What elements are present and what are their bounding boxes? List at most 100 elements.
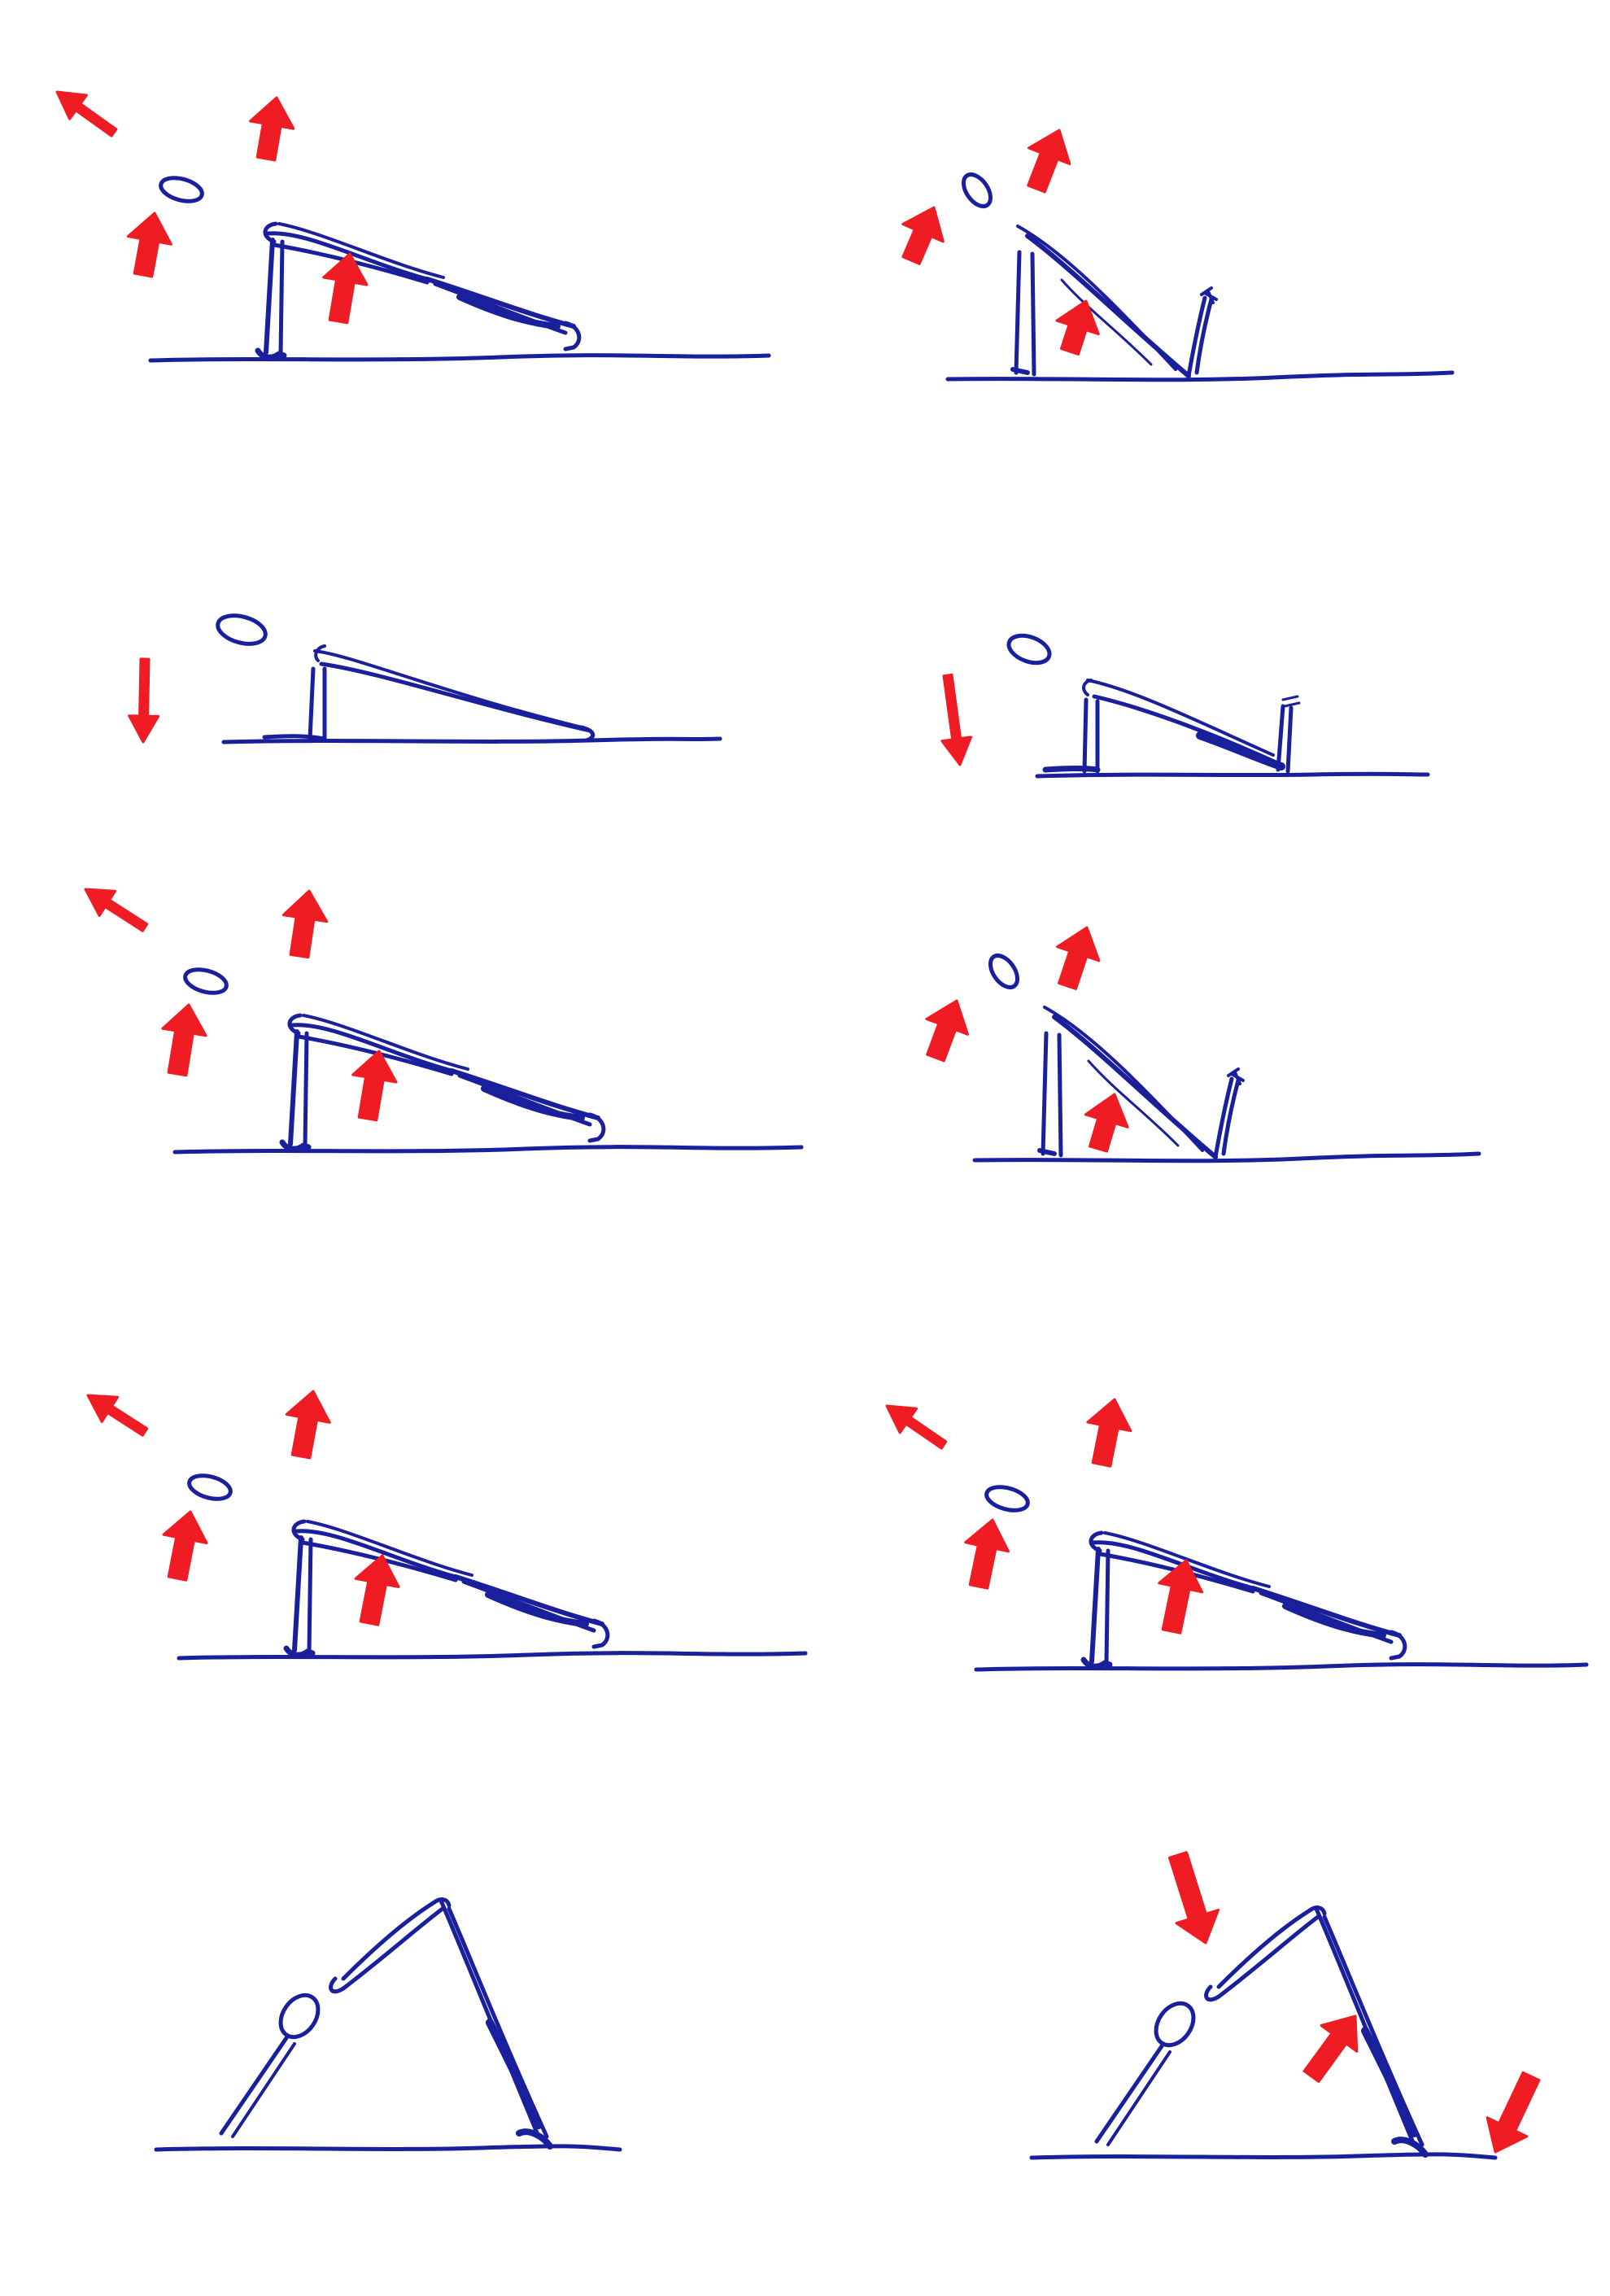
shoulder-stroke xyxy=(1089,1530,1104,1553)
body-stroke xyxy=(302,1014,469,1071)
head-outline xyxy=(187,1473,233,1501)
ground-line xyxy=(148,353,771,363)
foot-stroke xyxy=(1389,1630,1407,1661)
ground-line xyxy=(945,370,1455,382)
row1-left-arrow-up xyxy=(126,212,172,278)
row2-left-arrow-down xyxy=(128,657,160,744)
head-outline xyxy=(278,1993,321,2040)
body-stroke xyxy=(1025,234,1191,378)
shoulder-stroke xyxy=(291,1519,307,1542)
hip-stroke xyxy=(1307,1905,1327,1916)
hand-stroke xyxy=(279,1139,312,1152)
back-stroke xyxy=(341,1900,437,1981)
row4-right-figure xyxy=(974,1485,1589,1672)
arm-stroke xyxy=(1106,2050,1172,2146)
arm-stroke xyxy=(264,238,275,355)
forearm-stroke xyxy=(262,734,327,741)
row5-right-figure xyxy=(1029,1905,1498,2160)
row2-right-figure xyxy=(1006,633,1430,779)
leg-stroke xyxy=(453,1574,604,1626)
hand-stroke xyxy=(1037,1148,1057,1156)
row4-right-arrow-up-left xyxy=(885,1404,948,1450)
figure-layer xyxy=(148,172,1589,2160)
shoulder-stroke xyxy=(263,221,278,244)
forearm-stroke xyxy=(1042,766,1101,773)
head-outline xyxy=(1154,2001,1196,2048)
back-stroke xyxy=(1216,1914,1320,1999)
body-stroke xyxy=(1052,1015,1218,1159)
leg-stroke xyxy=(1186,295,1207,378)
head-outline xyxy=(1006,633,1052,666)
arm-stroke xyxy=(231,2042,296,2138)
leg-stroke xyxy=(425,277,576,329)
shoulder-stroke xyxy=(329,1976,346,1994)
leg-stroke xyxy=(1221,1078,1241,1156)
arm-stroke xyxy=(307,1537,313,1654)
leg-stroke xyxy=(449,1068,600,1120)
back-stroke xyxy=(341,1906,445,1991)
arm-stroke xyxy=(1030,251,1036,377)
body-stroke xyxy=(1103,1531,1271,1588)
foot-stroke xyxy=(1200,286,1218,304)
arm-stroke xyxy=(292,1535,303,1652)
foot-stroke xyxy=(1391,2137,1429,2158)
foot-stroke xyxy=(587,1112,606,1143)
shoulder-stroke xyxy=(287,1013,303,1036)
body-stroke xyxy=(306,1520,473,1577)
row3-right-arrow-body-up xyxy=(1084,1093,1129,1153)
body-stroke xyxy=(296,1034,454,1076)
arm-stroke xyxy=(303,1031,309,1148)
thigh-stroke xyxy=(1196,731,1285,770)
arm-stroke xyxy=(1089,1547,1101,1664)
row5-right-arrow-down-heels xyxy=(1486,2071,1541,2154)
hand-stroke xyxy=(1080,1657,1113,1670)
body-stroke xyxy=(265,231,430,282)
foot-stroke xyxy=(1281,695,1301,708)
arrow-layer xyxy=(55,90,1541,2154)
ground-line xyxy=(221,736,722,744)
row2-left-figure xyxy=(216,613,722,744)
row1-right-arrow-head-up xyxy=(1027,129,1071,194)
row3-left-arrow-up-left xyxy=(84,888,149,932)
row1-left-arrow-head-up xyxy=(249,96,295,162)
shoulder-stroke xyxy=(1204,1984,1221,2002)
leg-stroke xyxy=(481,1085,585,1121)
arm-stroke xyxy=(219,2033,290,2136)
ground-line xyxy=(972,1151,1481,1163)
head-outline xyxy=(984,1485,1030,1512)
head-outline xyxy=(159,176,204,203)
body-stroke xyxy=(290,1023,454,1073)
body-stroke xyxy=(294,1529,458,1579)
leg-stroke xyxy=(485,1591,589,1627)
row3-left-figure xyxy=(172,967,804,1155)
row4-left-arrow-up-left xyxy=(86,1394,149,1437)
ground-line xyxy=(172,1145,804,1155)
foot-stroke xyxy=(591,1618,610,1649)
hand-stroke xyxy=(1010,367,1030,375)
row5-right-arrow-down-shoulders xyxy=(1168,1851,1219,1945)
shoulder-stroke xyxy=(314,644,326,662)
body-stroke xyxy=(319,661,592,733)
ground-line xyxy=(1035,771,1430,779)
row4-left-arrow-up xyxy=(162,1510,208,1582)
leg-stroke xyxy=(1213,1076,1234,1159)
row4-right-arrow-body-up xyxy=(1158,1559,1204,1635)
ground-line xyxy=(974,1662,1589,1672)
arm-stroke xyxy=(1104,1548,1110,1665)
hip-stroke xyxy=(432,1897,452,1908)
row1-right-figure xyxy=(945,172,1455,382)
row1-left-arrow-up-left xyxy=(55,90,118,137)
body-stroke xyxy=(1086,679,1275,757)
body-stroke xyxy=(277,222,445,279)
row4-right-arrow-head-up xyxy=(1086,1398,1132,1468)
arm-stroke xyxy=(1014,250,1022,375)
row2-right-arrow-down xyxy=(940,673,972,766)
row4-left-arrow-body-up xyxy=(354,1554,400,1626)
row3-left-arrow-head-up xyxy=(281,889,329,959)
ground-line xyxy=(1029,2152,1498,2160)
arm-stroke xyxy=(1057,1032,1063,1158)
body-stroke xyxy=(1091,1540,1255,1591)
row3-left-arrow-up xyxy=(161,1003,207,1077)
